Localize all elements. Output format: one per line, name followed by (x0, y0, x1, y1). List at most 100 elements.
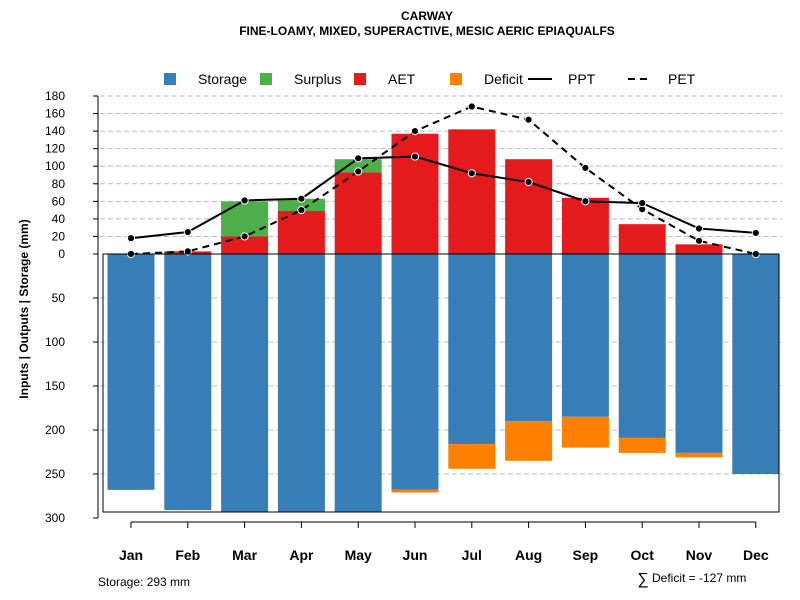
storage-bar (164, 254, 212, 511)
ppt-point (751, 228, 760, 238)
legend-label: Deficit (484, 71, 523, 87)
aet-bar (334, 172, 382, 254)
ppt-point (581, 197, 590, 206)
gridlines (100, 95, 782, 475)
series-lines (126, 102, 760, 259)
storage-bar (732, 254, 780, 474)
x-tick-label: Sep (573, 547, 599, 563)
aet-bar (221, 236, 269, 254)
pet-point (581, 163, 590, 173)
aet-bar (505, 159, 553, 254)
legend-label: AET (388, 71, 416, 87)
pet-point (694, 236, 704, 245)
aet-bar (391, 133, 439, 254)
deficit-bar (448, 444, 496, 469)
x-tick-label: Feb (175, 547, 200, 563)
x-tick-label: Nov (686, 547, 713, 563)
pet-point (240, 232, 249, 241)
y-tick-label: 100 (45, 159, 65, 173)
x-tick-label: Dec (743, 547, 769, 563)
surplus-bar (334, 159, 382, 173)
deficit-footer: Deficit = -127 mm (652, 571, 746, 585)
x-tick-label: Jun (403, 547, 428, 563)
pet-point (354, 167, 363, 176)
ppt-point (354, 154, 363, 163)
storage-bar (221, 254, 269, 512)
storage-bar (334, 254, 382, 512)
y-axis: 1801601401201008060402005010015020025030… (45, 89, 99, 525)
aet-bar (448, 129, 496, 254)
pet-line (130, 105, 757, 255)
chart-subtitle: FINE-LOAMY, MIXED, SUPERACTIVE, MESIC AE… (239, 24, 615, 38)
aet-bar (618, 224, 666, 254)
storage-bar (107, 254, 155, 490)
aet-bar (561, 197, 609, 254)
chart-legend: Storage Surplus AET Deficit PPT PET (164, 71, 696, 87)
storage-bar (561, 254, 609, 417)
pet-point (524, 115, 533, 124)
pet-point (183, 247, 192, 256)
legend-label: Surplus (294, 71, 341, 87)
deficit-bar (561, 416, 609, 448)
ppt-point (694, 224, 704, 233)
deficit-bar (618, 437, 666, 453)
y-tick-label: 150 (45, 379, 65, 393)
y-tick-label: 300 (45, 511, 65, 525)
y-tick-label: 20 (52, 229, 66, 243)
legend-label: PET (668, 71, 696, 87)
y-tick-label: 200 (45, 423, 65, 437)
storage-bar (618, 254, 666, 438)
x-tick-label: Apr (289, 547, 314, 563)
x-tick-label: Mar (232, 547, 257, 563)
storage-bar (391, 254, 439, 490)
ppt-point (297, 194, 306, 203)
storage-bar (277, 254, 325, 512)
bars-layer (107, 129, 780, 512)
legend-label: PPT (568, 71, 596, 87)
ppt-point (467, 169, 476, 178)
y-tick-label: 180 (45, 89, 65, 103)
storage-bar (675, 254, 723, 453)
y-tick-label: 50 (52, 291, 66, 305)
y-tick-label: 160 (45, 107, 65, 121)
ppt-point (183, 227, 192, 237)
legend-swatch (164, 73, 176, 85)
aet-bar (675, 244, 723, 254)
legend-swatch (260, 73, 272, 85)
pet-point (410, 127, 420, 136)
ppt-point (524, 177, 533, 187)
chart-title: CARWAY (401, 9, 453, 23)
x-axis: Jan Feb Mar Apr May Jun Jul Aug Sep Oct Nov Dec (119, 521, 769, 563)
deficit-bar (505, 421, 553, 461)
legend-label: Storage (198, 71, 247, 87)
y-tick-label: 40 (52, 212, 66, 226)
y-tick-label: 100 (45, 335, 65, 349)
sigma-symbol: ∑ (637, 571, 648, 588)
ppt-point (240, 196, 249, 205)
ppt-line (130, 155, 756, 240)
x-tick-label: Oct (631, 547, 655, 563)
storage-footer: Storage: 293 mm (98, 575, 190, 589)
x-tick-label: Jan (119, 547, 143, 563)
ppt-point (126, 234, 136, 243)
y-axis-label: Inputs | Outputs | Storage (mm) (17, 219, 31, 398)
surplus-bar (221, 201, 269, 237)
x-tick-label: Jul (462, 547, 482, 563)
storage-bar (505, 254, 553, 422)
ppt-point (410, 152, 420, 161)
pet-point (467, 102, 476, 111)
y-tick-label: 140 (45, 124, 65, 138)
y-tick-label: 0 (58, 247, 65, 261)
y-tick-label: 60 (52, 194, 66, 208)
legend-swatch (354, 73, 366, 85)
ppt-point (638, 198, 647, 208)
x-tick-label: May (345, 547, 372, 563)
legend-swatch (450, 73, 462, 85)
deficit-bar (675, 452, 723, 458)
x-tick-label: Aug (515, 547, 542, 563)
deficit-bar (391, 489, 439, 493)
y-tick-label: 250 (45, 467, 65, 481)
y-tick-label: 80 (52, 177, 66, 191)
pet-point (297, 206, 306, 215)
